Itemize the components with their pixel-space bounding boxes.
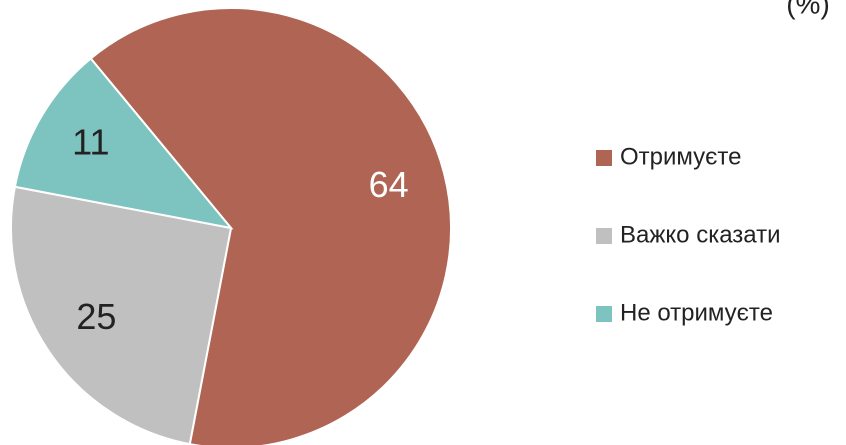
pie-slice xyxy=(10,185,233,445)
data-label: 11 xyxy=(72,122,109,163)
legend-swatch xyxy=(596,306,612,322)
legend-swatch xyxy=(596,228,612,244)
pie-slice xyxy=(13,57,234,230)
legend-label: Не отримуєте xyxy=(620,299,773,326)
legend-label: Важко сказати xyxy=(620,221,781,248)
legend-label: Отримуєте xyxy=(620,143,742,170)
pie-slice xyxy=(89,7,452,445)
chart-subtitle: (%) xyxy=(786,0,830,19)
data-label: 64 xyxy=(369,164,409,205)
data-label: 25 xyxy=(76,296,116,337)
legend-swatch xyxy=(596,150,612,166)
